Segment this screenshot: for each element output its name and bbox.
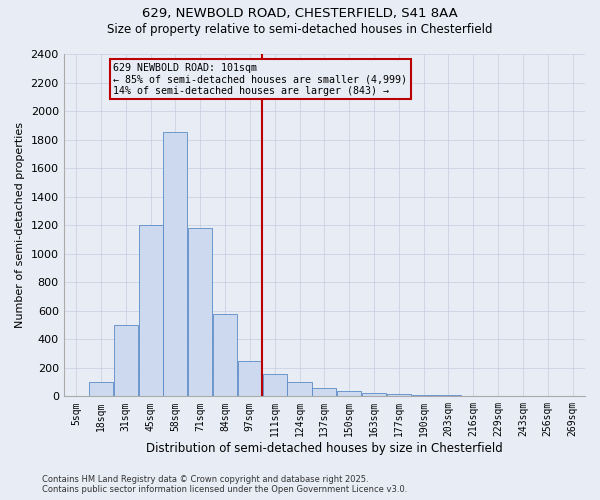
Bar [337, 392, 361, 396]
Bar [163, 132, 187, 396]
Bar [89, 382, 113, 396]
Y-axis label: Number of semi-detached properties: Number of semi-detached properties [15, 122, 25, 328]
Bar [362, 393, 386, 396]
Bar [263, 374, 287, 396]
Text: 629 NEWBOLD ROAD: 101sqm
← 85% of semi-detached houses are smaller (4,999)
14% o: 629 NEWBOLD ROAD: 101sqm ← 85% of semi-d… [113, 62, 407, 96]
Bar [412, 395, 436, 396]
Bar [238, 360, 262, 396]
Bar [113, 325, 138, 396]
Bar [188, 228, 212, 396]
Text: Size of property relative to semi-detached houses in Chesterfield: Size of property relative to semi-detach… [107, 22, 493, 36]
Bar [312, 388, 337, 396]
Bar [287, 382, 311, 396]
Text: Contains HM Land Registry data © Crown copyright and database right 2025.
Contai: Contains HM Land Registry data © Crown c… [42, 474, 407, 494]
Bar [213, 314, 237, 396]
Bar [139, 225, 163, 396]
Text: 629, NEWBOLD ROAD, CHESTERFIELD, S41 8AA: 629, NEWBOLD ROAD, CHESTERFIELD, S41 8AA [142, 8, 458, 20]
X-axis label: Distribution of semi-detached houses by size in Chesterfield: Distribution of semi-detached houses by … [146, 442, 503, 455]
Bar [387, 394, 411, 396]
